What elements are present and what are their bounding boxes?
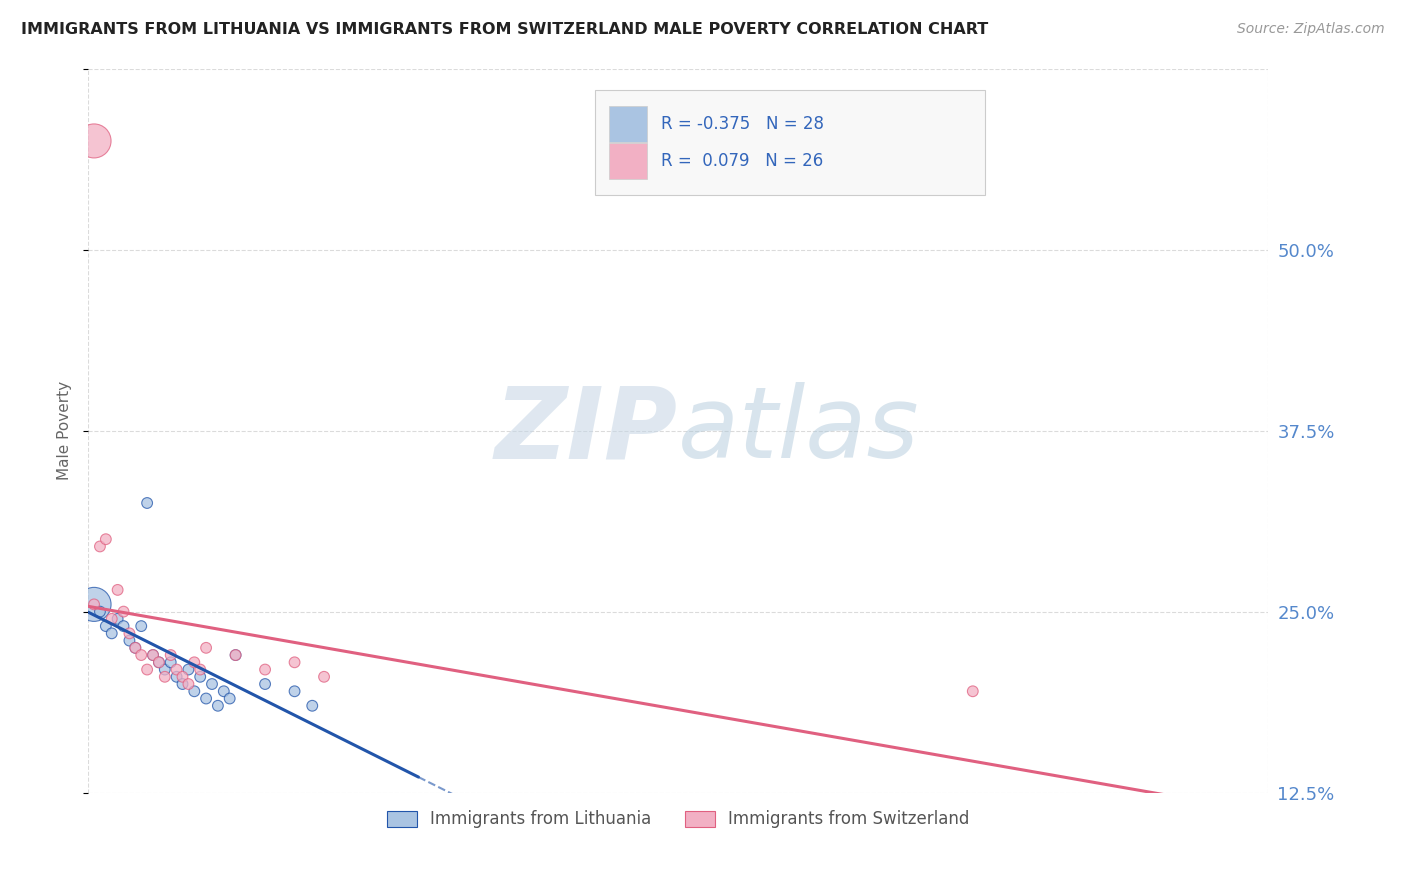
Point xyxy=(100,626,122,640)
Point xyxy=(118,633,141,648)
Point xyxy=(312,670,335,684)
Text: Source: ZipAtlas.com: Source: ZipAtlas.com xyxy=(1237,22,1385,37)
Point xyxy=(83,134,105,148)
Point xyxy=(159,648,181,662)
Point xyxy=(136,663,159,677)
Text: ZIP: ZIP xyxy=(495,382,678,479)
Point xyxy=(124,640,146,655)
Point xyxy=(83,598,105,612)
FancyBboxPatch shape xyxy=(609,143,647,179)
Point xyxy=(188,670,211,684)
Point xyxy=(112,619,135,633)
Point xyxy=(177,663,200,677)
Point xyxy=(107,612,129,626)
Point xyxy=(124,640,146,655)
Point xyxy=(136,496,159,510)
FancyBboxPatch shape xyxy=(595,90,984,195)
Point xyxy=(129,648,152,662)
Point xyxy=(100,612,122,626)
Point xyxy=(301,698,323,713)
Point xyxy=(83,598,105,612)
Point xyxy=(195,640,218,655)
Point xyxy=(212,684,235,698)
Point xyxy=(195,691,218,706)
Point xyxy=(89,540,111,554)
Point xyxy=(89,605,111,619)
Point xyxy=(142,648,165,662)
Point xyxy=(207,698,229,713)
Point xyxy=(94,619,117,633)
Point xyxy=(153,670,176,684)
Point xyxy=(254,663,277,677)
Point xyxy=(188,663,211,677)
Point xyxy=(201,677,224,691)
Point xyxy=(962,684,984,698)
Point xyxy=(218,691,240,706)
Point xyxy=(129,619,152,633)
Point xyxy=(159,656,181,670)
Point xyxy=(172,670,194,684)
Text: atlas: atlas xyxy=(678,382,920,479)
Point xyxy=(166,670,188,684)
Point xyxy=(148,656,170,670)
Legend: Immigrants from Lithuania, Immigrants from Switzerland: Immigrants from Lithuania, Immigrants fr… xyxy=(380,804,976,835)
Point xyxy=(148,656,170,670)
Point xyxy=(225,648,247,662)
Text: IMMIGRANTS FROM LITHUANIA VS IMMIGRANTS FROM SWITZERLAND MALE POVERTY CORRELATIO: IMMIGRANTS FROM LITHUANIA VS IMMIGRANTS … xyxy=(21,22,988,37)
Y-axis label: Male Poverty: Male Poverty xyxy=(58,381,72,480)
Point xyxy=(284,684,307,698)
Point xyxy=(254,677,277,691)
Point xyxy=(153,663,176,677)
Point xyxy=(172,677,194,691)
Point xyxy=(177,677,200,691)
Point xyxy=(94,532,117,546)
Text: R = -0.375   N = 28: R = -0.375 N = 28 xyxy=(661,115,824,133)
Point xyxy=(142,648,165,662)
Point xyxy=(118,626,141,640)
Point xyxy=(112,605,135,619)
Point xyxy=(107,582,129,597)
FancyBboxPatch shape xyxy=(609,106,647,143)
Text: R =  0.079   N = 26: R = 0.079 N = 26 xyxy=(661,153,824,170)
Point xyxy=(225,648,247,662)
Point xyxy=(166,663,188,677)
Point xyxy=(284,656,307,670)
Point xyxy=(183,656,205,670)
Point xyxy=(183,684,205,698)
